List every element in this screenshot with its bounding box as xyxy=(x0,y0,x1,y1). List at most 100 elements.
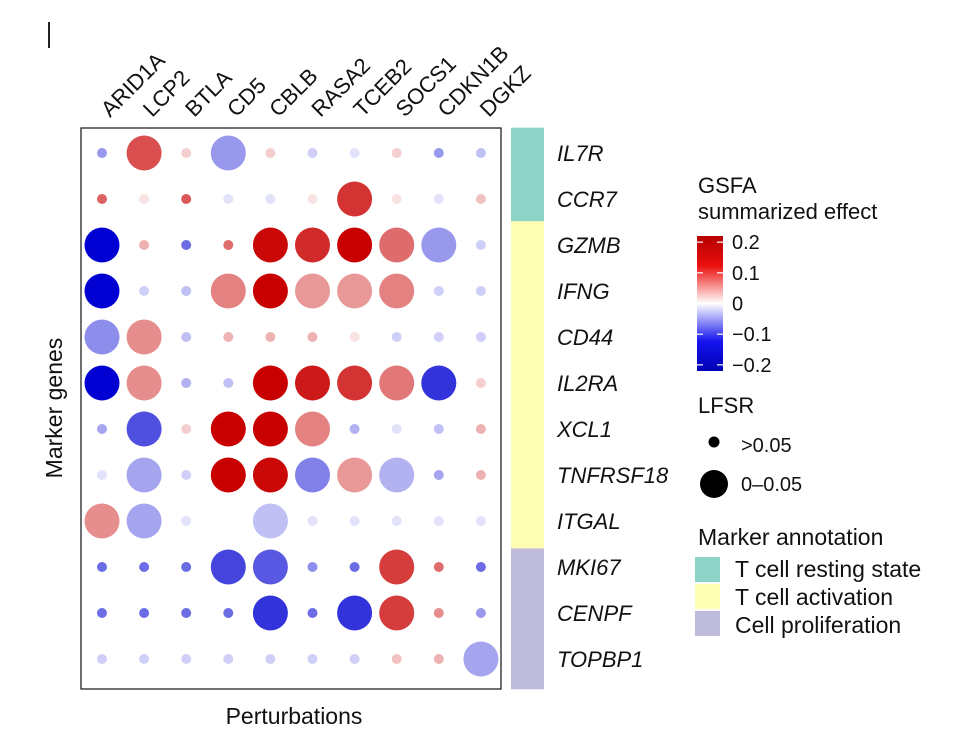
bubble xyxy=(223,608,234,618)
annotation-legend-title: Marker annotation xyxy=(698,524,883,550)
bubble xyxy=(475,378,486,388)
gene-label: CCR7 xyxy=(557,187,618,212)
bubble xyxy=(337,365,373,401)
perturbation-labels: ARID1ALCP2BTLACD5CBLBRASA2TCEB2SOCS1CDKN… xyxy=(96,41,536,122)
bubble xyxy=(475,516,486,526)
bubble xyxy=(181,240,192,250)
colorbar-tick-label: −0.2 xyxy=(732,355,771,377)
gene-label: IL7R xyxy=(557,141,604,166)
bubble xyxy=(181,654,192,664)
bubble xyxy=(433,470,444,480)
bubble xyxy=(181,608,192,618)
bubble xyxy=(126,135,162,171)
bubble xyxy=(181,148,192,158)
perturbation-label: CBLB xyxy=(264,63,322,121)
bubble xyxy=(252,365,288,401)
bubble xyxy=(126,503,162,539)
bubble xyxy=(349,148,360,158)
colorbar-tick-label: 0 xyxy=(732,294,743,316)
bubble xyxy=(181,378,192,388)
bubble xyxy=(379,365,415,401)
bubble xyxy=(433,332,444,342)
bubble xyxy=(84,319,120,355)
bubble xyxy=(84,503,120,539)
bubble xyxy=(307,148,318,158)
bubble xyxy=(349,516,360,526)
bubble xyxy=(97,424,107,434)
bubble xyxy=(307,562,318,572)
annotation-segment xyxy=(511,361,544,409)
annotation-label-activation: T cell activation xyxy=(735,584,893,610)
annotation-segment xyxy=(511,548,544,596)
bubble xyxy=(433,608,444,618)
bubble xyxy=(84,365,120,401)
annotation-bar xyxy=(511,127,544,690)
bubble xyxy=(126,411,162,447)
bubble xyxy=(475,194,486,204)
bubble xyxy=(379,273,415,309)
bubble xyxy=(97,194,107,204)
bubble xyxy=(223,332,234,342)
bubble xyxy=(349,424,360,434)
bubble xyxy=(337,227,373,263)
bubble xyxy=(84,227,120,263)
bubble xyxy=(307,516,318,526)
bubble xyxy=(391,654,402,664)
bubble xyxy=(391,516,402,526)
plot-frame xyxy=(80,127,502,690)
bubble xyxy=(433,424,444,434)
colorbar-title-line1: GSFA xyxy=(698,173,757,198)
bubble xyxy=(181,332,192,342)
bubble xyxy=(252,411,288,447)
bubble xyxy=(295,365,330,401)
bubble xyxy=(307,332,318,342)
bubble xyxy=(379,457,415,493)
bubble xyxy=(295,457,330,493)
bubble xyxy=(139,194,150,204)
bubble xyxy=(210,457,246,493)
bubble xyxy=(126,365,162,401)
size-legend-large-dot xyxy=(700,470,728,498)
size-legend-title: LFSR xyxy=(698,393,754,418)
bubble xyxy=(265,332,276,342)
bubble xyxy=(252,457,288,493)
colorbar-tick-label: 0.2 xyxy=(732,232,760,254)
bubble xyxy=(391,194,402,204)
bubble xyxy=(337,181,373,217)
annotation-swatch-proliferation xyxy=(695,611,720,636)
annotation-segment xyxy=(511,267,544,316)
bubble xyxy=(181,470,192,480)
bubble xyxy=(391,332,402,342)
bubble xyxy=(295,411,330,447)
bubble xyxy=(349,332,360,342)
annotation-label-proliferation: Cell proliferation xyxy=(735,612,901,638)
bubble xyxy=(337,595,373,631)
bubble xyxy=(252,227,288,263)
annotation-swatch-activation xyxy=(695,584,720,609)
bubble xyxy=(181,194,192,204)
bubble xyxy=(139,286,150,296)
annotation-segment xyxy=(511,501,544,550)
perturbation-label: BTLA xyxy=(180,65,237,122)
gene-labels: IL7R CCR7 GZMB IFNG CD44 IL2RA XCL1 TNFRSF18 ITG… xyxy=(556,141,669,672)
y-axis-title: Marker genes xyxy=(41,338,67,479)
bubble xyxy=(223,194,234,204)
bubble xyxy=(295,273,330,309)
bubble xyxy=(475,286,486,296)
bubble xyxy=(391,424,402,434)
bubble xyxy=(97,654,107,664)
bubble xyxy=(475,332,486,342)
bubble xyxy=(210,135,246,171)
bubble xyxy=(421,365,457,401)
bubble xyxy=(475,240,486,250)
bubble xyxy=(433,286,444,296)
bubble xyxy=(475,562,486,572)
annotation-segment xyxy=(511,641,544,690)
bubble xyxy=(307,608,318,618)
colorbar-tick-label: −0.1 xyxy=(732,324,771,346)
bubble xyxy=(265,654,276,664)
bubble xyxy=(84,273,120,309)
bubble xyxy=(349,654,360,664)
bubble xyxy=(252,503,288,539)
